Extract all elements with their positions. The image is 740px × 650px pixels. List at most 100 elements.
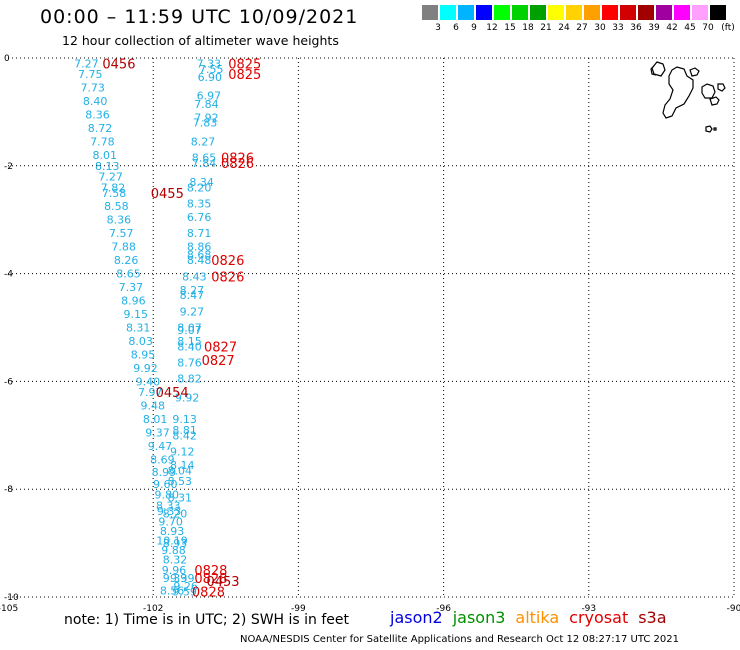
pass-time-label: 0825 (228, 57, 261, 72)
swh-value: 8.34 (189, 176, 214, 189)
swh-value: 9.80 (155, 489, 180, 502)
colorbar-label: 36 (630, 23, 642, 33)
pass-time-label: 0455 (151, 187, 184, 202)
swh-value: 8.93 (160, 525, 185, 538)
satellite-legend: jason2 jason3 altika cryosat s3a (390, 608, 677, 627)
swh-value: 8.31 (126, 322, 151, 335)
swh-value: 9.33 (157, 505, 182, 518)
note-text: note: 1) Time is in UTC; 2) SWH is in fe… (64, 612, 350, 628)
y-tick-label: -10 (4, 593, 19, 603)
swh-value: 8.32 (163, 553, 188, 566)
colorbar-label: 18 (522, 23, 534, 33)
pass-time-label: 0828 (194, 572, 227, 587)
galapagos-coastline (650, 61, 726, 133)
x-tick-label: -93 (581, 604, 596, 614)
swh-value: 9.92 (175, 392, 200, 405)
swh-value: 8.04 (168, 464, 193, 477)
axis-tick-labels: -105 -102 -99 -96 -93 -90 0 -2 -4 -6 -8 -10 (0, 54, 740, 614)
colorbar-label: 6 (453, 23, 459, 33)
swh-value: 8.48 (187, 254, 212, 267)
legend-entry-s3a: s3a (638, 608, 667, 627)
colorbar-swatch (512, 5, 528, 20)
pass-time-label: 0827 (202, 354, 235, 369)
pass-time-label: 0826 (211, 254, 244, 269)
colorbar-swatch (674, 5, 690, 20)
swh-value: 7.97 (138, 386, 163, 399)
swh-value: 8.20 (187, 181, 212, 194)
y-tick-label: -2 (4, 162, 13, 172)
pass-time-label: 0826 (211, 270, 244, 285)
swh-value: 7.84 (194, 98, 219, 111)
swh-value: 8.71 (187, 227, 212, 240)
swh-value: 8.42 (172, 429, 197, 442)
swh-value: 9.39 (163, 572, 188, 585)
swh-value: 8.95 (131, 348, 156, 361)
x-tick-label: -96 (436, 604, 451, 614)
colorbar-label: 70 (702, 23, 714, 33)
swh-value: 8.72 (88, 122, 113, 135)
swh-value: 8.40 (83, 95, 108, 108)
swh-value: 6.97 (197, 90, 222, 103)
colorbar-label: 39 (648, 23, 660, 33)
colorbar-swatch (710, 5, 726, 20)
swh-value: 8.15 (177, 335, 202, 348)
swh-value: 8.01 (143, 413, 168, 426)
swh-value: 8.43 (182, 270, 207, 283)
swh-value: 7.88 (111, 241, 136, 254)
swh-value: 8.76 (177, 357, 202, 370)
colorbar-swatch (548, 5, 564, 20)
page-subtitle: 12 hour collection of altimeter wave hei… (62, 33, 339, 48)
colorbar-swatch (656, 5, 672, 20)
colorbar-unit: (ft) (721, 23, 735, 33)
swh-value: 9.48 (140, 400, 165, 413)
swh-value: 8.58 (104, 200, 129, 213)
swh-value: 8.69 (150, 454, 175, 467)
swh-value: 9.60 (153, 478, 178, 491)
colorbar-swatch (530, 5, 546, 20)
swh-value: 8.20 (163, 507, 188, 520)
swh-value: 8.65 (116, 268, 141, 281)
swh-value: 8.53 (168, 475, 193, 488)
pass-time-label: 0825 (228, 68, 261, 83)
swh-value: 7.37 (119, 281, 144, 294)
swh-value: 9.47 (148, 440, 173, 453)
swh-value: 8.31 (168, 491, 193, 504)
x-tick-label: -102 (143, 604, 163, 614)
track-a-swh-values: 7.277.757.738.408.368.727.788.018.137.27… (74, 57, 188, 597)
y-tick-label: 0 (4, 54, 10, 64)
colorbar-swatch (638, 5, 654, 20)
colorbar-label: 3 (435, 23, 441, 33)
colorbar-label: 30 (594, 23, 606, 33)
swh-value: 9.96 (162, 564, 187, 577)
swh-value: 8.56 (160, 585, 185, 598)
pass-time-label: 0454 (156, 386, 189, 401)
swh-value: 10.19 (156, 534, 188, 547)
swh-value: 9.59 (172, 586, 197, 599)
colorbar-swatch (440, 5, 456, 20)
swh-value: 7.27 (74, 57, 99, 70)
swh-value: 8.86 (187, 241, 212, 254)
swh-value: 8.13 (95, 160, 120, 173)
swh-value: 9.27 (180, 305, 205, 318)
colorbar-swatch (692, 5, 708, 20)
y-tick-label: -6 (4, 377, 13, 387)
x-tick-label: -105 (0, 604, 18, 614)
swh-value: 7.73 (80, 82, 105, 95)
colorbar-label: 9 (471, 23, 477, 33)
y-tick-label: -4 (4, 270, 13, 280)
swh-value: 6.90 (198, 71, 223, 84)
pass-time-label: 0453 (206, 575, 239, 590)
swh-value: 8.27 (191, 136, 216, 149)
swh-value: 7.33 (197, 57, 222, 70)
colorbar-label: 24 (558, 23, 570, 33)
swh-value: 7.27 (98, 171, 123, 184)
swh-value: 8.99 (152, 466, 177, 479)
colorbar-swatch (566, 5, 582, 20)
credit-line: NOAA/NESDIS Center for Satellite Applica… (240, 634, 679, 645)
swh-value: 9.92 (133, 362, 158, 375)
swh-value: 7.57 (109, 227, 134, 240)
map-grid (8, 57, 735, 598)
legend-entry-jason2: jason2 (390, 608, 443, 627)
swh-value: 8.68 (187, 249, 212, 262)
